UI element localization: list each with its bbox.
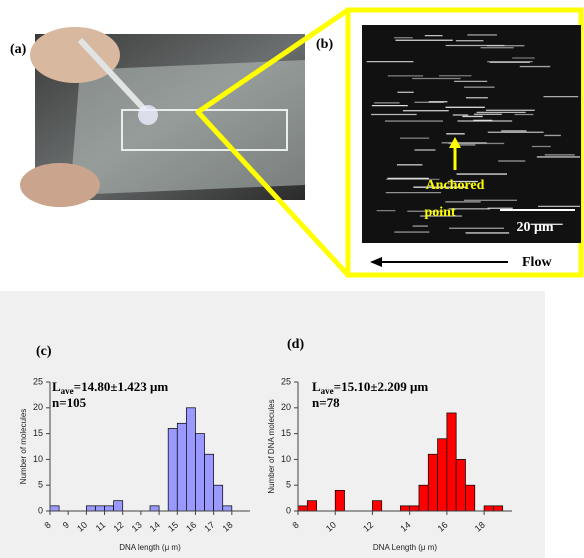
bar xyxy=(186,408,195,511)
bar xyxy=(177,423,186,511)
bar xyxy=(150,506,159,511)
panel-label: (a) xyxy=(10,42,27,57)
panel-label: (b) xyxy=(316,37,333,52)
annotation-part: =14.80±1.423 μm xyxy=(74,379,169,394)
x-axis-label: DNA length (μ m) xyxy=(119,543,181,552)
y-tick-label: 25 xyxy=(33,376,43,386)
bar xyxy=(456,459,465,511)
y-tick-label: 20 xyxy=(33,402,43,412)
annotation-part: L xyxy=(312,379,321,394)
annotation: n=78 xyxy=(312,395,340,410)
bar xyxy=(419,485,428,511)
bar xyxy=(400,506,409,511)
annotation-part: =15.10±2.209 μm xyxy=(334,379,429,394)
bar xyxy=(438,439,447,511)
panel-label: (d) xyxy=(287,337,304,352)
y-tick-label: 20 xyxy=(281,402,291,412)
x-axis-label: DNA Length (μ m) xyxy=(373,543,438,552)
figure: (a) (b) Anchored point 20 μm Flow (c) 0 5 1… xyxy=(0,0,584,558)
y-tick-label: 15 xyxy=(281,428,291,438)
bar xyxy=(86,506,95,511)
bar xyxy=(114,501,123,511)
bar xyxy=(493,506,502,511)
y-tick-label: 10 xyxy=(33,454,43,464)
bar xyxy=(428,454,437,511)
y-tick-label: 0 xyxy=(286,505,291,515)
bar xyxy=(298,506,307,511)
y-tick-label: 5 xyxy=(38,480,43,490)
annotation-part: L xyxy=(52,379,61,394)
y-axis-label: Number of DNA molecules xyxy=(267,399,276,493)
bar xyxy=(205,454,214,511)
bar xyxy=(195,434,204,511)
bar xyxy=(484,506,493,511)
bar xyxy=(105,506,114,511)
annotation: Anchored xyxy=(426,178,485,193)
glass-slide xyxy=(70,60,305,195)
bar xyxy=(95,506,104,511)
y-tick-label: 15 xyxy=(33,428,43,438)
y-tick-label: 0 xyxy=(38,505,43,515)
flow-label: Flow xyxy=(522,255,552,270)
bar xyxy=(335,490,344,511)
annotation: point xyxy=(424,205,455,220)
bar xyxy=(168,428,177,511)
finger xyxy=(30,27,120,83)
bar xyxy=(223,506,232,511)
annotation: n=105 xyxy=(52,395,87,410)
y-tick-label: 10 xyxy=(281,454,291,464)
scale-label: 20 μm xyxy=(516,220,553,235)
drop xyxy=(138,105,158,125)
finger xyxy=(20,163,100,207)
y-axis-label: Number of molecules xyxy=(19,409,28,485)
bar xyxy=(447,413,456,511)
bar xyxy=(372,501,381,511)
y-tick-label: 25 xyxy=(281,376,291,386)
bar xyxy=(214,485,223,511)
bar xyxy=(307,501,316,511)
panel-label: (c) xyxy=(36,344,52,359)
bar xyxy=(465,485,474,511)
y-tick-label: 5 xyxy=(286,480,291,490)
bar xyxy=(410,506,419,511)
bar xyxy=(50,506,59,511)
